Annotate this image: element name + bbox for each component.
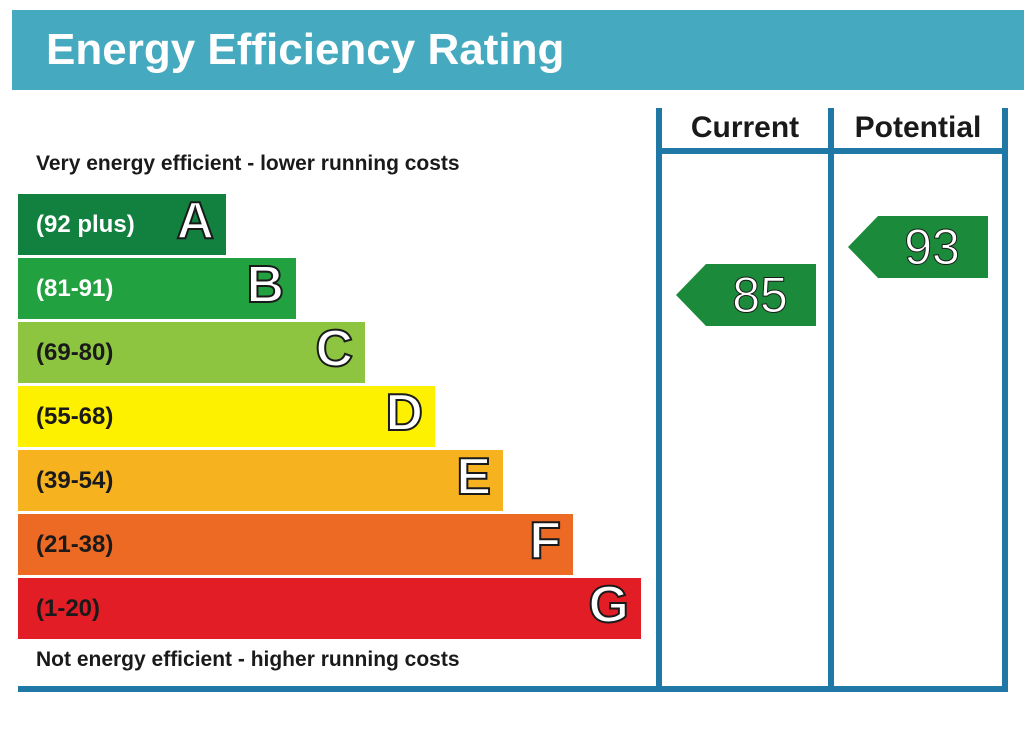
band-letter: G [588,575,630,635]
band-range-label: (1-20) [36,595,101,622]
potential-rating-arrow: 93 [848,216,988,278]
band-letter: E [455,447,492,507]
band-letter: F [528,511,562,571]
current-arrow-fill [676,264,816,326]
title-banner: Energy Efficiency Rating [12,10,1024,90]
column-header-underline [656,148,1008,154]
band-e: (39-54) E [18,447,503,511]
arrow-shape [676,264,816,326]
band-a: (92 plus) A [18,191,226,255]
band-range-label: (69-80) [36,339,114,366]
caption-efficient: Very energy efficient - lower running co… [36,152,460,175]
current-rating-value: 85 [732,267,789,324]
divider-left [656,108,662,692]
band-b: (81-91) B [18,255,296,319]
chart-title: Energy Efficiency Rating [46,25,565,74]
current-column-header: Current [690,111,800,144]
band-range-label: (81-91) [36,275,114,302]
band-range-label: (55-68) [36,403,114,430]
band-letter: A [175,191,215,251]
current-rating-arrow: 85 [676,264,816,326]
potential-arrow-fill [848,216,988,278]
potential-column-header: Potential [854,111,982,144]
band-letter: B [245,255,285,315]
arrow-shape [848,216,988,278]
band-g: (1-20) G [18,575,641,639]
band-f: (21-38) F [18,511,573,575]
potential-rating-value: 93 [904,219,961,276]
band-range-label: (92 plus) [36,211,135,238]
band-letter: C [314,319,354,379]
divider-right [1002,108,1008,692]
band-range-label: (21-38) [36,531,114,558]
band-c: (69-80) C [18,319,365,383]
divider-middle [828,108,834,692]
bottom-border [18,686,1008,692]
band-letter: D [384,383,424,443]
band-range-label: (39-54) [36,467,114,494]
caption-inefficient: Not energy efficient - higher running co… [36,648,460,671]
band-d: (55-68) D [18,383,435,447]
